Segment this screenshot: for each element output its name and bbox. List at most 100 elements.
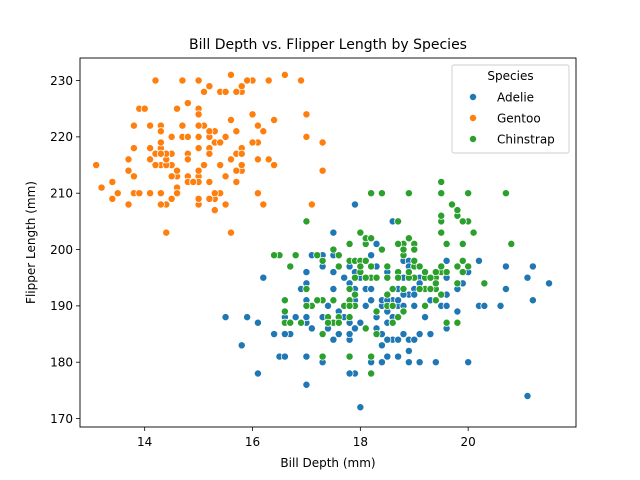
data-point (162, 228, 171, 237)
data-point (367, 296, 376, 305)
legend-marker (469, 135, 477, 143)
data-point (458, 239, 467, 248)
data-point (372, 307, 381, 316)
data-point (307, 200, 316, 209)
data-point (356, 228, 365, 237)
data-point (528, 262, 537, 271)
data-point (291, 251, 300, 260)
legend-label: Adelie (497, 90, 534, 104)
x-tick-label: 18 (353, 435, 368, 449)
data-point (464, 262, 473, 271)
data-point (146, 121, 155, 130)
data-point (194, 166, 203, 175)
data-point (431, 279, 440, 288)
data-point (523, 392, 532, 400)
data-point (270, 330, 279, 339)
data-point (394, 239, 403, 248)
data-point (173, 189, 182, 198)
data-point (205, 149, 214, 158)
data-point (270, 161, 279, 170)
data-point (221, 87, 230, 96)
data-point (226, 115, 235, 124)
data-point (173, 166, 182, 175)
data-point (156, 127, 165, 136)
data-point (205, 127, 214, 136)
data-point (108, 177, 117, 186)
data-point (183, 132, 192, 141)
data-point (528, 296, 537, 305)
data-point (404, 189, 413, 198)
data-point (259, 127, 268, 136)
data-point (431, 296, 440, 305)
legend-item-adelie: Adelie (469, 90, 534, 104)
data-point (194, 144, 203, 153)
data-point (388, 301, 397, 310)
data-point (410, 335, 419, 344)
data-point (350, 273, 359, 282)
data-point (410, 245, 419, 254)
legend-label: Gentoo (497, 111, 541, 125)
data-point (545, 279, 554, 288)
data-point (367, 369, 376, 378)
data-point (329, 296, 338, 305)
data-point (394, 217, 403, 226)
x-tick-label: 14 (137, 435, 152, 449)
legend: Species Adelie Gentoo Chinstrap (451, 64, 570, 154)
data-point (194, 76, 203, 85)
data-point (421, 268, 430, 277)
data-point (183, 99, 192, 108)
data-point (480, 279, 489, 288)
data-point (124, 155, 133, 164)
points-layer (92, 70, 554, 412)
legend-box (451, 64, 570, 154)
data-point (297, 76, 306, 85)
x-tick-label: 20 (461, 435, 476, 449)
data-point (410, 301, 419, 310)
data-point (156, 138, 165, 147)
data-point (372, 330, 381, 339)
data-point (329, 335, 338, 344)
data-point (404, 358, 413, 367)
data-point (92, 161, 101, 170)
data-point (210, 189, 219, 198)
data-point (151, 161, 160, 170)
data-point (437, 211, 446, 220)
data-point (248, 138, 257, 147)
data-point (243, 313, 252, 322)
data-point (367, 352, 376, 361)
data-point (194, 110, 203, 119)
data-point (108, 194, 117, 203)
data-point (97, 183, 106, 192)
data-point (410, 256, 419, 265)
data-point (237, 341, 246, 350)
data-point (367, 251, 376, 260)
data-point (474, 256, 483, 265)
data-point (361, 256, 370, 265)
data-point (340, 273, 349, 282)
data-point (129, 144, 138, 153)
data-point (124, 200, 133, 209)
data-point (237, 161, 246, 170)
data-point (426, 330, 435, 339)
y-axis-label: Flipper Length (mm) (24, 181, 38, 304)
data-point (280, 296, 289, 305)
legend-title: Species (487, 69, 533, 83)
y-tick-label: 210 (50, 187, 73, 201)
data-point (350, 200, 359, 209)
data-point (426, 285, 435, 293)
data-point (302, 301, 311, 310)
data-point (221, 172, 230, 181)
y-tick-label: 180 (50, 356, 73, 370)
data-point (410, 290, 419, 299)
data-point (253, 318, 262, 327)
data-point (291, 313, 300, 322)
data-point (334, 318, 343, 327)
data-point (404, 346, 413, 355)
data-point (221, 313, 230, 322)
data-point (469, 228, 478, 237)
data-point (324, 301, 332, 310)
data-point (404, 234, 413, 243)
data-point (280, 307, 289, 316)
data-point (458, 217, 467, 226)
